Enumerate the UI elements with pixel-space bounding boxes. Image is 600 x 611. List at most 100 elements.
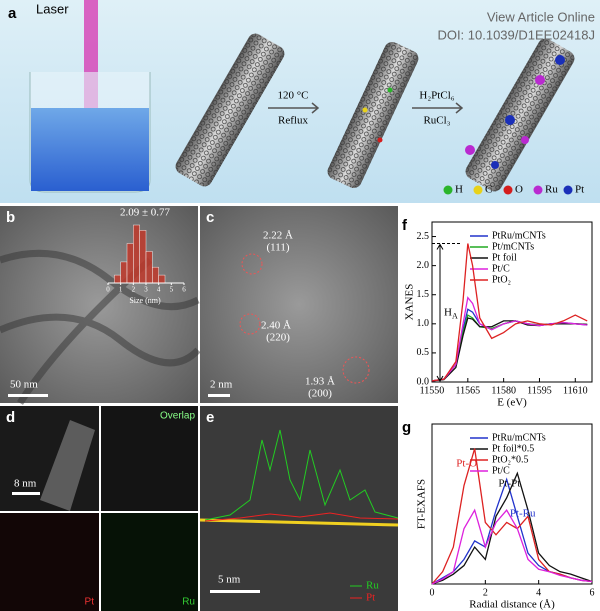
- legend-label: Pt/C: [492, 465, 510, 476]
- hrtem-image: [200, 206, 398, 403]
- hist-tick-label: 0: [106, 286, 110, 294]
- hist-bar: [145, 251, 153, 284]
- hist-bar: [139, 230, 147, 284]
- peak-label: Pt-O: [456, 458, 477, 470]
- scale-bar: [12, 492, 40, 495]
- plot-frame: [431, 423, 593, 585]
- hist-bar: [133, 224, 140, 284]
- line-scan: [199, 518, 399, 527]
- atom-swatch: [533, 185, 543, 195]
- peak-label: Pt-Ru: [510, 508, 536, 520]
- y-tick-label: 2.5: [417, 231, 430, 242]
- map-label: Ru: [182, 597, 195, 608]
- nanotube: [175, 33, 575, 192]
- scale-text: 5 nm: [218, 574, 241, 586]
- hist-tick-label: 3: [144, 286, 148, 294]
- plane: (200): [308, 388, 332, 400]
- annotation: H: [444, 306, 452, 318]
- plane: (220): [266, 332, 290, 344]
- series-line: [431, 314, 588, 382]
- x-axis-label: Radial distance (Å): [469, 599, 555, 611]
- panel-label: e: [206, 409, 214, 426]
- annotation-sub: A: [452, 312, 458, 321]
- peak-label: Pt-Pt: [498, 478, 520, 490]
- series-line: [431, 243, 588, 382]
- arrow: [412, 102, 464, 114]
- atom-swatch: [473, 185, 483, 195]
- y-tick-label: 1.0: [417, 318, 430, 329]
- d-spacing: 2.22 Å: [263, 230, 293, 242]
- y-tick-label: 0.5: [417, 347, 430, 358]
- plot-frame: [431, 221, 593, 383]
- x-tick-label: 11550: [420, 385, 445, 396]
- atom-swatch: [503, 185, 513, 195]
- hist-bar: [152, 266, 159, 284]
- haadf-image: [200, 406, 398, 611]
- particle: [239, 313, 261, 335]
- overlap-map: [101, 406, 198, 511]
- scale-bar: [210, 590, 260, 593]
- panel-label: f: [402, 217, 408, 234]
- hist-bar: [126, 243, 134, 284]
- atom-label: O: [515, 184, 523, 196]
- series-line: [431, 471, 593, 585]
- x-tick-label: 0: [430, 587, 435, 598]
- atom-swatch: [563, 185, 573, 195]
- x-tick-label: 6: [590, 587, 595, 598]
- legend-text: Ru: [366, 580, 379, 592]
- y-tick-label: 2.0: [417, 260, 430, 271]
- scale-text: 2 nm: [210, 379, 233, 391]
- step-text: 120 °C: [278, 90, 309, 102]
- atom-label: Pt: [575, 184, 584, 196]
- legend-label: PtRu/mCNTs: [492, 230, 546, 241]
- hist-bar: [120, 261, 128, 284]
- panel-label: b: [6, 209, 15, 226]
- x-tick-label: 11580: [491, 385, 516, 396]
- atom-swatch: [443, 185, 453, 195]
- y-tick-label: 0.0: [417, 376, 430, 387]
- hist-title: 2.09 ± 0.77: [120, 207, 171, 219]
- x-tick-label: 11595: [527, 385, 552, 396]
- particle: [241, 253, 263, 275]
- legend-label: PtRu/mCNTs: [492, 432, 546, 443]
- x-axis-label: E (eV): [497, 397, 527, 409]
- map-label: Pt: [85, 597, 95, 608]
- x-tick-label: 11565: [456, 385, 481, 396]
- legend-label: Pt foil: [492, 252, 517, 263]
- legend-label: PtO₂*0.5: [492, 454, 529, 465]
- legend-label: PtO₂: [492, 274, 511, 285]
- x-tick-label: 2: [483, 587, 488, 598]
- pt-profile: [204, 512, 399, 522]
- series-line: [431, 508, 593, 585]
- x-tick-label: 11610: [563, 385, 588, 396]
- x-tick-label: 4: [536, 587, 541, 598]
- legend-label: Pt/mCNTs: [492, 241, 534, 252]
- plane: (111): [266, 242, 289, 254]
- d-spacing: 2.40 Å: [261, 320, 291, 332]
- y-axis-label: XANES: [404, 284, 416, 321]
- atom-label: Ru: [545, 184, 558, 196]
- y-tick-label: 1.5: [417, 289, 430, 300]
- scale-text: 50 nm: [10, 379, 38, 391]
- step-text: Reflux: [278, 115, 308, 127]
- atom-label: C: [485, 184, 492, 196]
- ru-map: [101, 513, 198, 611]
- arrow: [268, 102, 320, 114]
- hist-tick-label: 1: [119, 286, 123, 294]
- atom-label: H: [455, 184, 463, 196]
- legend-text: Pt: [366, 592, 375, 604]
- scale-bar: [8, 394, 48, 397]
- solution: [31, 108, 149, 191]
- laser-label: Laser: [36, 1, 69, 16]
- hist-tick-label: 5: [170, 286, 174, 294]
- d-spacing: 1.93 Å: [305, 376, 335, 388]
- particle: [342, 356, 370, 384]
- hist-bar: [158, 274, 166, 284]
- hist-tick-label: 2: [132, 286, 136, 294]
- panel-label: g: [402, 419, 411, 436]
- step-text: RuCl₃: [423, 115, 450, 127]
- ru-profile: [204, 429, 399, 521]
- panel-label: d: [6, 409, 15, 426]
- height-arrow: [436, 243, 444, 382]
